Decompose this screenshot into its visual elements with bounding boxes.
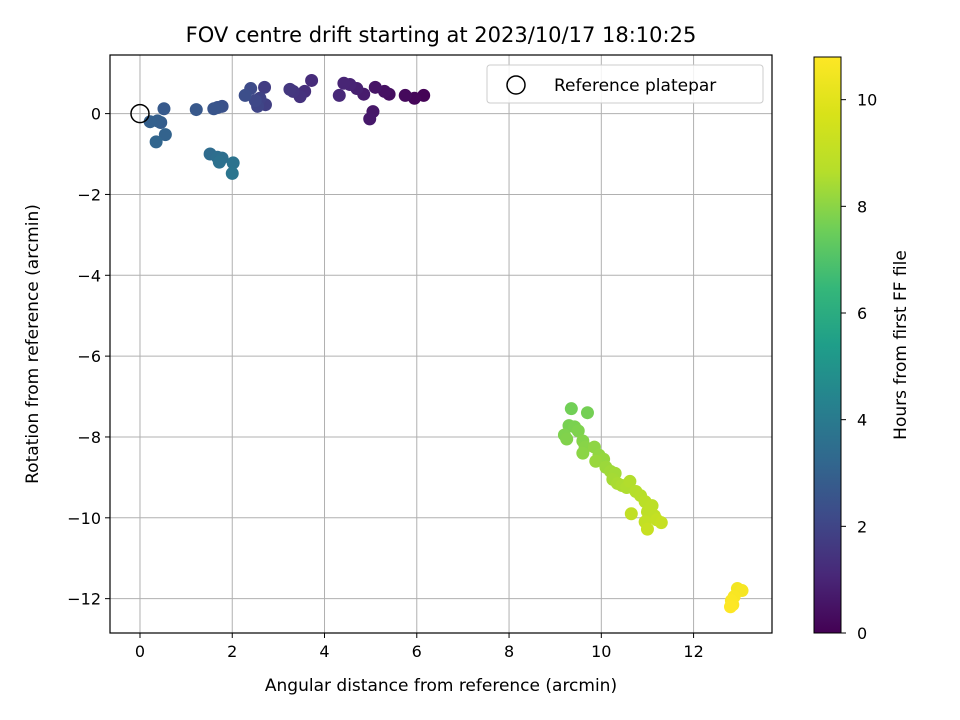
x-tick-label: 8 [504,642,514,661]
legend-entry-reference-platepar: Reference platepar [554,76,716,96]
colorbar-tick-label: 0 [857,624,867,643]
data-point [564,402,578,416]
data-point [258,80,272,94]
data-point [654,516,668,530]
x-tick-label: 12 [683,642,703,661]
reference-platepar-marker [130,103,150,124]
axis-ticks: 0 2 4 6 8 10 12 0 −2 −4 −6 −8 −10 −12 [67,105,704,661]
x-axis-label: Angular distance from reference (arcmin) [265,676,617,696]
data-point [363,112,377,126]
y-tick-label: −10 [67,509,101,528]
data-point [143,115,157,129]
data-point [576,446,590,460]
data-point [337,76,351,90]
data-point [723,600,737,614]
colorbar-ticks: 0 2 4 6 8 10 [841,91,877,643]
colorbar-tick-label: 2 [857,517,867,536]
data-point [305,73,319,87]
data-point [640,522,654,536]
data-point [225,166,239,180]
data-point [580,406,594,420]
data-point [158,128,172,142]
data-point [560,432,574,446]
chart-title: FOV centre drift starting at 2023/10/17 … [186,23,697,47]
data-point [189,103,203,117]
y-tick-label: 0 [91,105,101,124]
scatter-points [143,73,749,614]
x-tick-label: 6 [412,642,422,661]
grid [110,55,772,633]
data-point [238,88,252,102]
data-point [157,102,171,116]
colorbar-label: Hours from first FF file [891,250,911,440]
y-tick-label: −6 [77,347,101,366]
data-point [226,156,240,170]
data-point [589,454,603,468]
data-point [398,88,412,102]
y-axis-label: Rotation from reference (arcmin) [23,204,43,484]
data-point [368,80,382,94]
data-point [212,155,226,169]
y-tick-label: −4 [77,266,101,285]
data-point [571,424,585,438]
x-tick-label: 2 [227,642,237,661]
colorbar [813,56,842,634]
data-point [624,507,638,521]
legend: Reference platepar [486,64,764,104]
y-tick-label: −8 [77,428,101,447]
legend-box [486,64,764,104]
x-tick-label: 10 [591,642,611,661]
data-point [149,135,163,149]
colorbar-tick-label: 8 [857,197,867,216]
y-tick-label: −12 [67,590,101,609]
data-point [248,94,262,108]
data-point [207,102,221,116]
legend-reference-marker [506,75,526,95]
plot-frame [109,54,773,634]
colorbar-tick-label: 6 [857,304,867,323]
colorbar-tick-label: 10 [857,91,877,110]
data-point [332,88,346,102]
x-tick-label: 4 [319,642,329,661]
y-tick-label: −2 [77,185,101,204]
data-point [623,474,637,488]
colorbar-tick-label: 4 [857,411,867,430]
data-point [283,82,297,96]
x-tick-label: 0 [135,642,145,661]
